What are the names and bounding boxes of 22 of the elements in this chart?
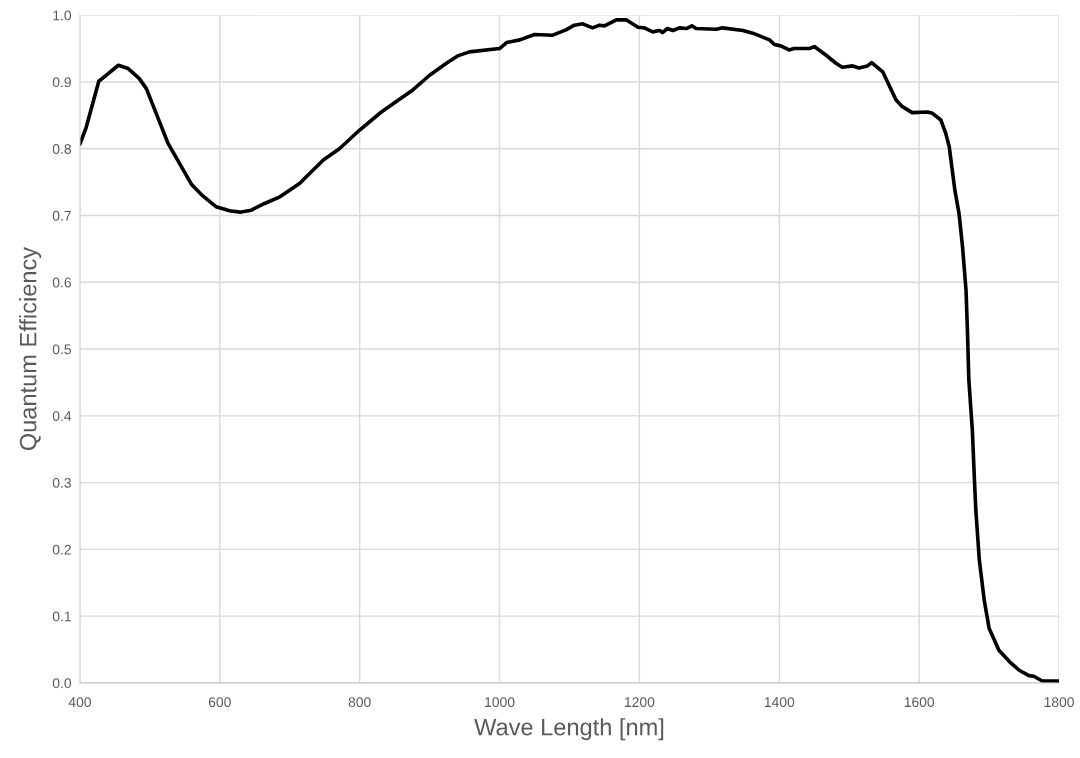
y-tick-label: 1.0 [53,10,72,21]
y-tick-label: 0.1 [52,611,71,622]
y-tick-label: 0.0 [52,678,72,689]
y-tick-label: 0.4 [52,411,72,422]
y-tick-label: 0.7 [52,210,71,221]
y-tick-label: 0.3 [52,477,71,488]
x-axis-title: Wave Length [nm] [474,718,664,741]
y-tick-label: 0.6 [52,277,71,288]
x-tick-label: 1000 [485,697,515,708]
y-tick-label: 0.8 [52,144,71,154]
x-tick-label: 600 [208,697,231,708]
x-tick-label: 1800 [1044,697,1074,708]
x-tick-label: 1200 [625,697,655,708]
y-tick-label: 0.2 [52,544,71,555]
x-tick-label: 800 [348,697,371,708]
y-tick-label: 0.5 [52,344,72,355]
y-axis-title: Quantum Efficiency [19,246,42,451]
x-tick-label: 1400 [764,697,795,708]
line-series [79,18,1060,683]
x-tick-label: 1600 [904,697,935,708]
y-tick-label: 0.9 [52,77,71,88]
x-tick-label: 400 [68,697,91,708]
